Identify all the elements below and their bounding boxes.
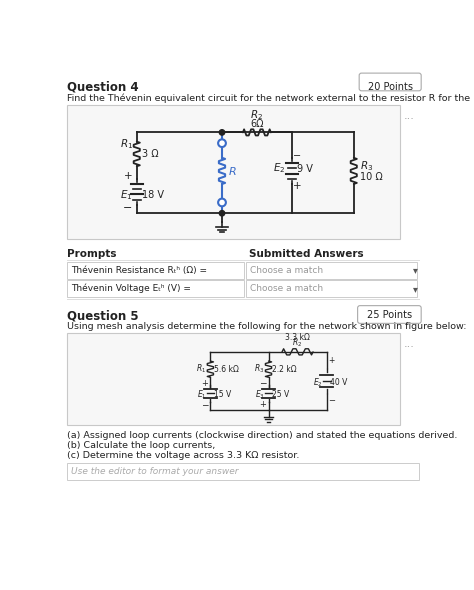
Circle shape (219, 211, 225, 216)
FancyBboxPatch shape (67, 104, 400, 240)
Text: $R_3$: $R_3$ (360, 159, 373, 173)
Text: Question 4: Question 4 (67, 81, 138, 94)
Text: $R_2$: $R_2$ (250, 108, 264, 122)
Text: −: − (123, 203, 132, 213)
Text: 18 V: 18 V (142, 190, 164, 200)
Text: 2.2 kΩ: 2.2 kΩ (273, 365, 297, 373)
Text: Submitted Answers: Submitted Answers (249, 250, 364, 260)
FancyBboxPatch shape (67, 280, 244, 297)
Text: ...: ... (404, 111, 415, 121)
Text: Use the editor to format your answer: Use the editor to format your answer (71, 467, 238, 476)
FancyBboxPatch shape (246, 262, 417, 278)
Circle shape (218, 199, 226, 206)
Text: Thévenin Resistance Rₜʰ (Ω) =: Thévenin Resistance Rₜʰ (Ω) = (71, 266, 207, 275)
Text: 9 V: 9 V (297, 163, 313, 173)
Text: $E_1$: $E_1$ (197, 389, 207, 401)
Text: (b) Calculate the loop currents,: (b) Calculate the loop currents, (67, 441, 215, 450)
Text: $E_1$: $E_1$ (119, 188, 132, 202)
Circle shape (218, 139, 226, 147)
FancyBboxPatch shape (359, 73, 421, 91)
Text: −: − (259, 379, 266, 388)
Text: 3 Ω: 3 Ω (142, 149, 159, 159)
Text: 25 V: 25 V (273, 391, 290, 399)
Text: $R_2$: $R_2$ (292, 336, 303, 349)
Text: +: + (259, 401, 266, 409)
Text: 25 Points: 25 Points (367, 310, 412, 320)
Text: 15 V: 15 V (214, 391, 231, 399)
Text: 3.3 kΩ: 3.3 kΩ (285, 333, 310, 342)
Text: +: + (201, 379, 208, 388)
Text: $E_2$: $E_2$ (273, 162, 285, 175)
Text: +: + (292, 181, 301, 191)
Text: Choose a match: Choose a match (250, 266, 323, 275)
Text: ▾: ▾ (412, 284, 418, 294)
Text: 5.6 kΩ: 5.6 kΩ (214, 365, 239, 373)
FancyBboxPatch shape (246, 280, 417, 297)
Text: 20 Points: 20 Points (368, 82, 413, 92)
Text: $E_3$: $E_3$ (255, 389, 264, 401)
FancyBboxPatch shape (67, 463, 419, 480)
Text: $R$: $R$ (228, 165, 237, 177)
Text: Using mesh analysis determine the following for the network shown in figure belo: Using mesh analysis determine the follow… (67, 322, 466, 331)
Text: Choose a match: Choose a match (250, 284, 323, 293)
Text: 10 Ω: 10 Ω (360, 172, 383, 182)
Text: −: − (201, 401, 208, 409)
Text: Thévenin Voltage Eₜʰ (V) =: Thévenin Voltage Eₜʰ (V) = (71, 284, 191, 293)
FancyBboxPatch shape (67, 333, 400, 425)
Text: ▾: ▾ (412, 266, 418, 275)
Text: $E_2$: $E_2$ (313, 376, 323, 388)
Text: −: − (292, 150, 301, 160)
FancyBboxPatch shape (357, 306, 421, 323)
Text: (c) Determine the voltage across 3.3 KΩ resistor.: (c) Determine the voltage across 3.3 KΩ … (67, 451, 300, 460)
Text: (a) Assigned loop currents (clockwise direction) and stated the equations derive: (a) Assigned loop currents (clockwise di… (67, 431, 457, 440)
Text: +: + (123, 171, 132, 181)
Text: +: + (328, 356, 335, 365)
Text: $R_3$: $R_3$ (255, 363, 264, 375)
Circle shape (219, 130, 225, 135)
Text: $R_1$: $R_1$ (196, 363, 207, 375)
FancyBboxPatch shape (67, 262, 244, 278)
Text: $R_1$: $R_1$ (119, 137, 133, 151)
Text: 40 V: 40 V (330, 378, 348, 387)
Text: Question 5: Question 5 (67, 310, 138, 323)
Text: Find the Thévenin equivalent circuit for the network external to the resistor R : Find the Thévenin equivalent circuit for… (67, 94, 474, 103)
Text: 6Ω: 6Ω (250, 119, 264, 129)
Text: Prompts: Prompts (67, 250, 117, 260)
Text: −: − (328, 396, 335, 405)
Text: ...: ... (404, 339, 415, 349)
